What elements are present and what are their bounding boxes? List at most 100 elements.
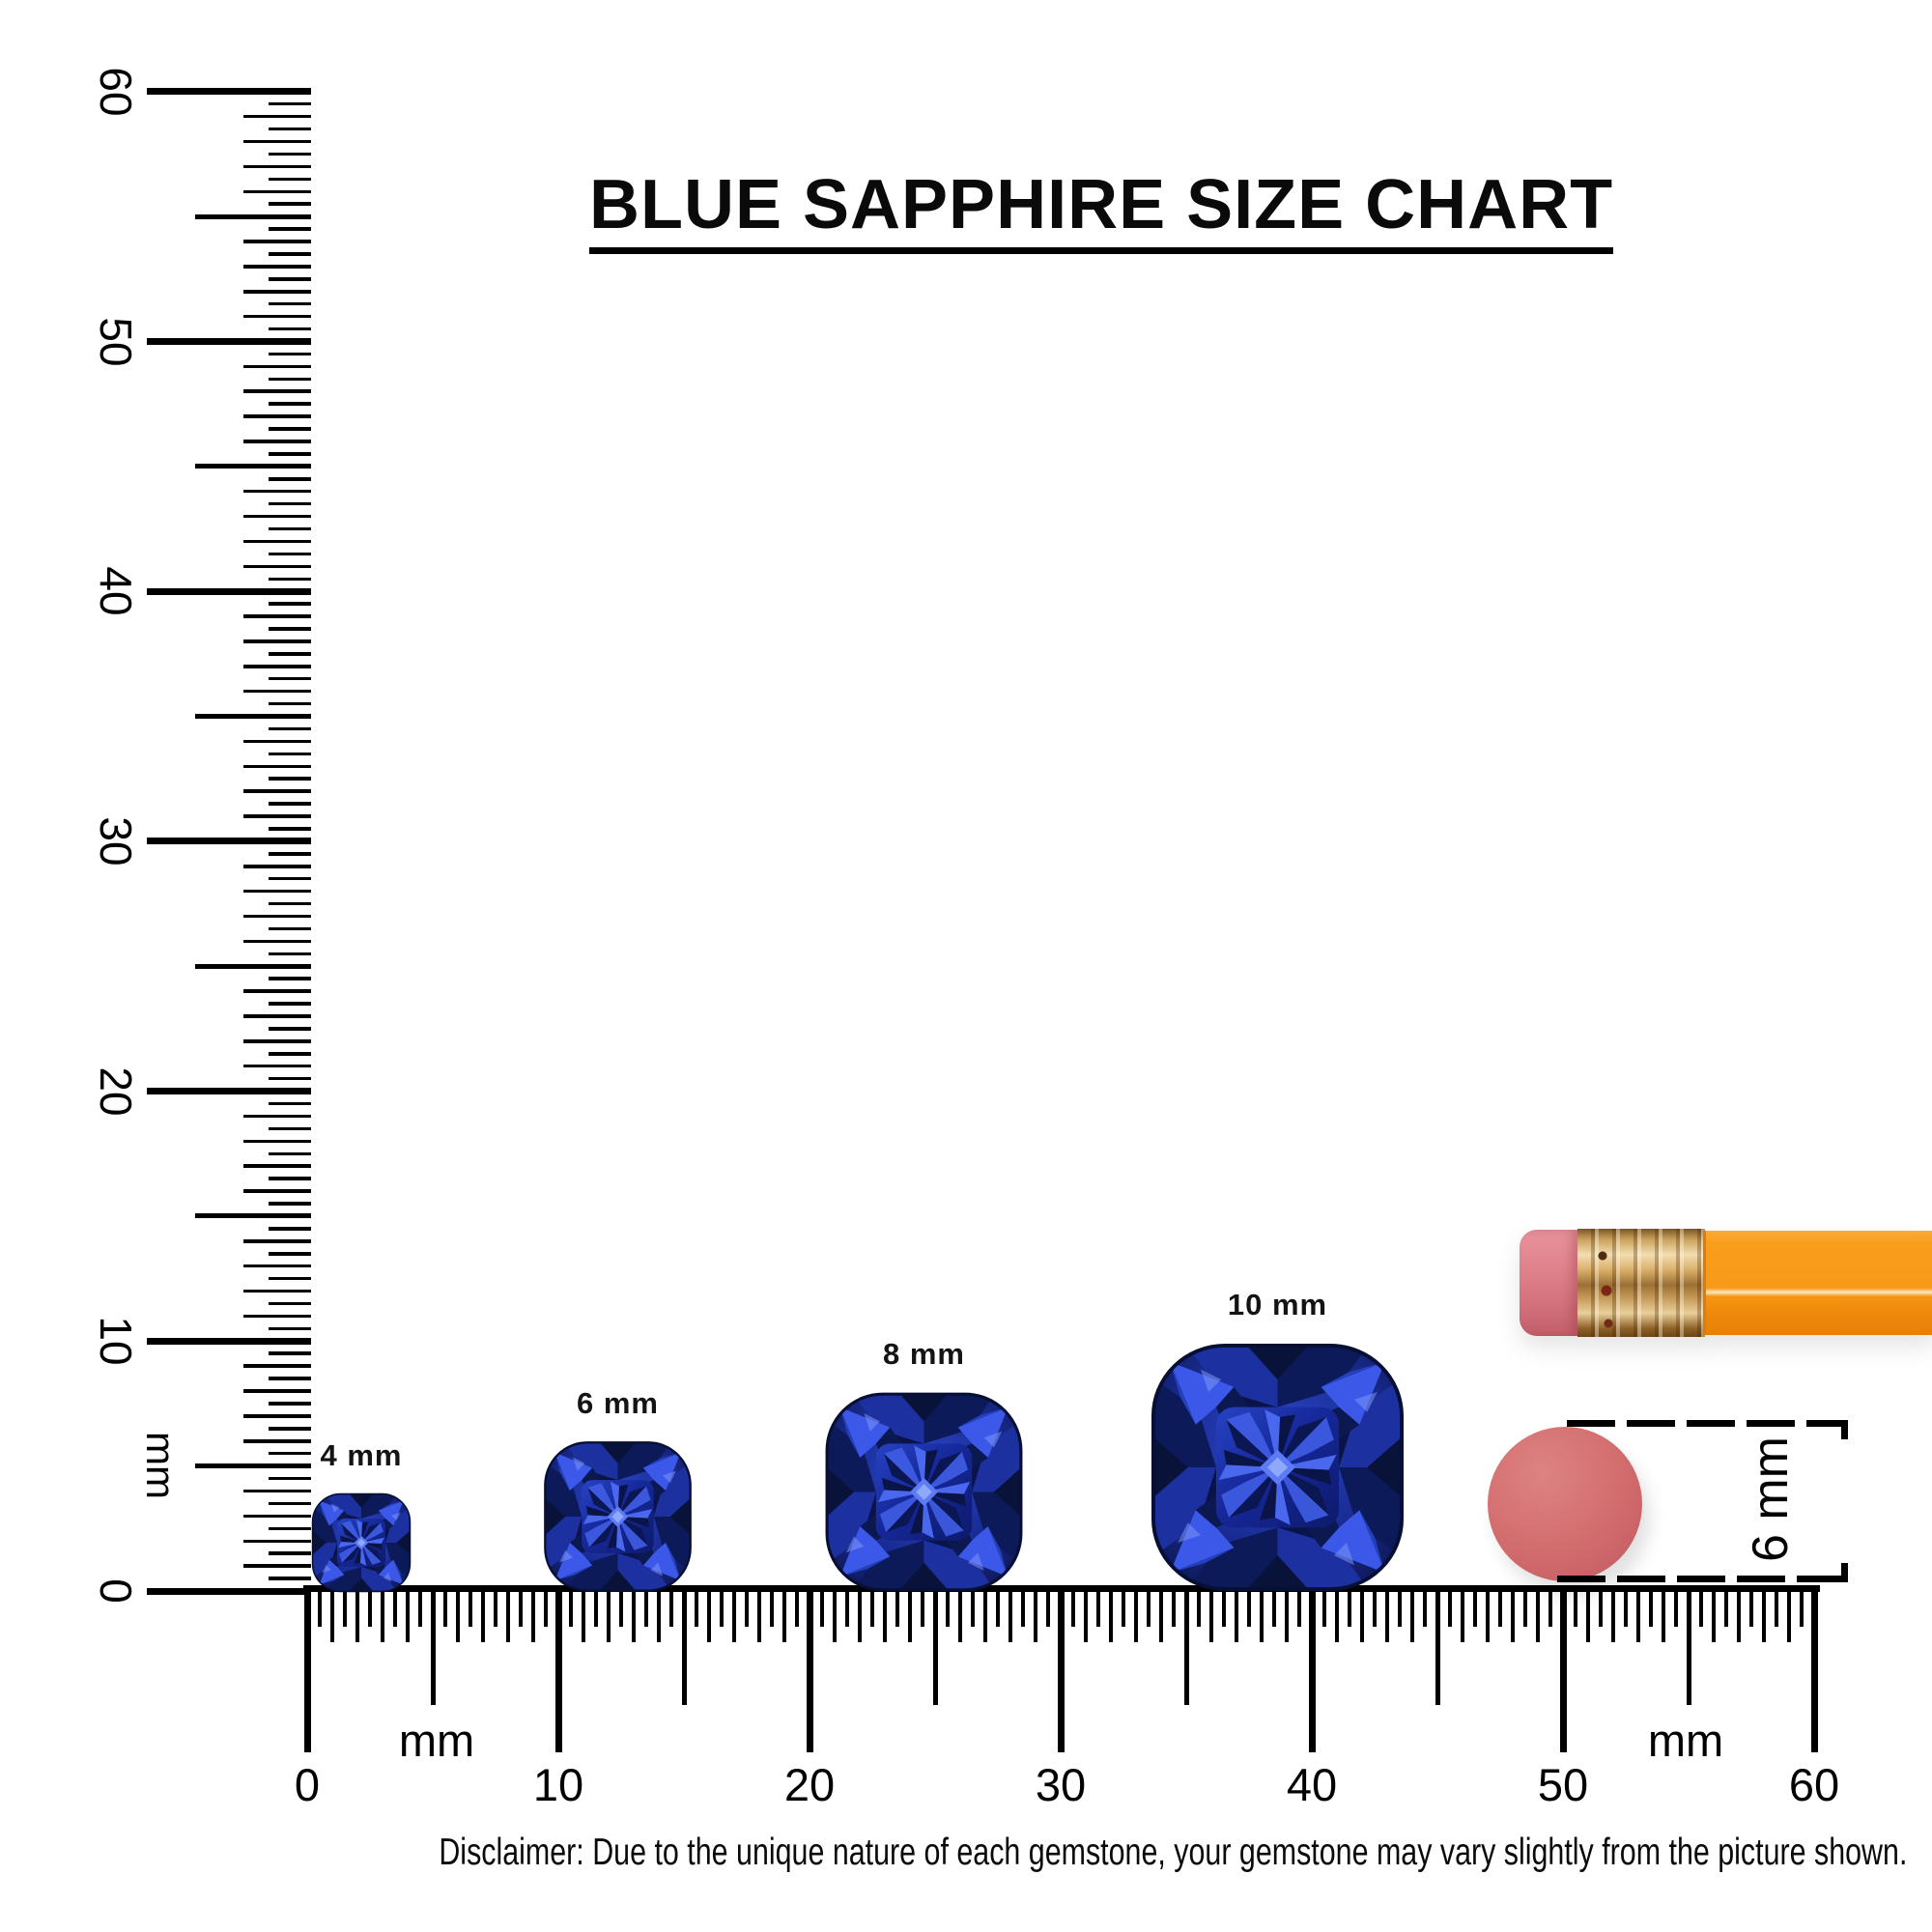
ruler-tick bbox=[243, 564, 311, 569]
ruler-tick bbox=[147, 88, 311, 96]
ruler-tick bbox=[243, 1289, 311, 1293]
ruler-tick bbox=[544, 1588, 548, 1627]
ruler-tick bbox=[195, 963, 311, 969]
ruler-tick bbox=[243, 689, 311, 694]
ruler-tick bbox=[243, 1314, 311, 1319]
ruler-tick bbox=[1272, 1588, 1276, 1627]
v-ruler-label-20: 20 bbox=[91, 1066, 141, 1117]
ruler-tick bbox=[554, 1588, 562, 1752]
v-ruler-unit: mm bbox=[138, 1432, 184, 1499]
round-eraser bbox=[1488, 1427, 1642, 1581]
ruler-tick bbox=[243, 939, 311, 944]
ruler-tick bbox=[1498, 1588, 1502, 1627]
ruler-tick bbox=[355, 1588, 359, 1642]
gem-size-label: 4 mm bbox=[320, 1438, 403, 1472]
ruler-tick bbox=[921, 1588, 924, 1627]
h-ruler-unit-right: mm bbox=[1647, 1715, 1724, 1766]
gem-size-label: 8 mm bbox=[883, 1337, 965, 1371]
ruler-tick bbox=[1360, 1588, 1364, 1642]
ruler-tick bbox=[243, 1264, 311, 1268]
ruler-tick bbox=[269, 477, 311, 481]
pencil-ferrule bbox=[1577, 1229, 1705, 1337]
ruler-tick bbox=[243, 814, 311, 818]
ruler-tick bbox=[531, 1588, 535, 1642]
ruler-tick bbox=[269, 526, 311, 531]
ruler-tick bbox=[269, 926, 311, 931]
ruler-tick bbox=[1235, 1588, 1238, 1642]
ruler-tick bbox=[1247, 1588, 1251, 1627]
ruler-tick bbox=[269, 1227, 311, 1231]
ruler-tick bbox=[147, 338, 311, 345]
ruler-tick bbox=[908, 1588, 912, 1642]
ruler-tick bbox=[1548, 1588, 1552, 1627]
gem-size-label: 6 mm bbox=[577, 1386, 659, 1420]
h-ruler-unit-left: mm bbox=[398, 1715, 475, 1766]
eraser-size-label: 6 mm bbox=[1743, 1436, 1799, 1562]
ruler-tick bbox=[1096, 1588, 1100, 1627]
ruler-tick bbox=[1222, 1588, 1226, 1627]
ruler-tick bbox=[1674, 1588, 1678, 1627]
ruler-tick bbox=[269, 1151, 311, 1156]
ruler-tick bbox=[269, 1476, 311, 1481]
ruler-tick bbox=[932, 1588, 938, 1705]
ruler-tick bbox=[971, 1588, 975, 1627]
ruler-tick bbox=[269, 726, 311, 731]
ruler-tick bbox=[1197, 1588, 1201, 1627]
ruler-tick bbox=[1348, 1588, 1351, 1627]
ruler-tick bbox=[1686, 1588, 1691, 1705]
ruler-tick bbox=[243, 1414, 311, 1418]
ruler-tick bbox=[269, 1052, 311, 1056]
ruler-tick bbox=[269, 452, 311, 456]
ruler-tick bbox=[269, 701, 311, 706]
ruler-tick bbox=[1787, 1588, 1791, 1642]
ruler-tick bbox=[269, 1276, 311, 1281]
ruler-tick bbox=[1749, 1588, 1753, 1627]
ruler-tick bbox=[269, 852, 311, 856]
ruler-tick bbox=[303, 1588, 311, 1752]
ruler-tick bbox=[632, 1588, 636, 1642]
gem-size-label: 10 mm bbox=[1227, 1288, 1328, 1321]
ruler-tick bbox=[983, 1588, 987, 1642]
h-ruler-label-10: 10 bbox=[532, 1759, 584, 1810]
ruler-tick bbox=[269, 627, 311, 631]
ruler-tick bbox=[1057, 1588, 1065, 1752]
ruler-tick bbox=[1009, 1588, 1012, 1642]
ruler-tick bbox=[269, 552, 311, 556]
ruler-tick bbox=[243, 865, 311, 868]
gem-8mm: 8 mm bbox=[824, 1337, 1024, 1593]
ruler-tick bbox=[1046, 1588, 1050, 1627]
ruler-tick bbox=[269, 1202, 311, 1206]
ruler-tick bbox=[269, 1377, 311, 1380]
ruler-tick bbox=[594, 1588, 598, 1627]
ruler-tick bbox=[195, 1213, 311, 1219]
ruler-tick bbox=[269, 377, 311, 382]
ruler-tick bbox=[243, 314, 311, 319]
ruler-tick bbox=[469, 1588, 472, 1627]
ruler-tick bbox=[1147, 1588, 1151, 1627]
ruler-tick bbox=[147, 587, 311, 595]
ruler-tick bbox=[1084, 1588, 1088, 1642]
ruler-tick bbox=[770, 1588, 774, 1627]
ruler-tick bbox=[695, 1588, 698, 1627]
ruler-tick bbox=[707, 1588, 711, 1642]
ruler-tick bbox=[330, 1588, 334, 1642]
ruler-tick bbox=[494, 1588, 497, 1627]
disclaimer-text: Disclaimer: Due to the unique nature of … bbox=[439, 1832, 1908, 1873]
ruler-tick bbox=[1335, 1588, 1339, 1642]
ruler-tick bbox=[269, 1252, 311, 1256]
v-ruler-label-60: 60 bbox=[91, 67, 141, 117]
v-ruler-label-10: 10 bbox=[91, 1316, 141, 1366]
ruler-tick bbox=[1385, 1588, 1389, 1642]
measure-line-end-cap bbox=[1841, 1563, 1848, 1582]
ruler-tick bbox=[269, 202, 311, 206]
ruler-tick bbox=[757, 1588, 761, 1642]
h-ruler-label-60: 60 bbox=[1788, 1759, 1840, 1810]
ruler-tick bbox=[681, 1588, 687, 1705]
ruler-tick bbox=[269, 676, 311, 681]
ruler-tick bbox=[243, 440, 311, 443]
ruler-tick bbox=[343, 1588, 347, 1627]
ruler-tick bbox=[456, 1588, 460, 1642]
ruler-tick bbox=[243, 914, 311, 919]
ruler-tick bbox=[1209, 1588, 1213, 1642]
ruler-tick bbox=[1611, 1588, 1615, 1642]
